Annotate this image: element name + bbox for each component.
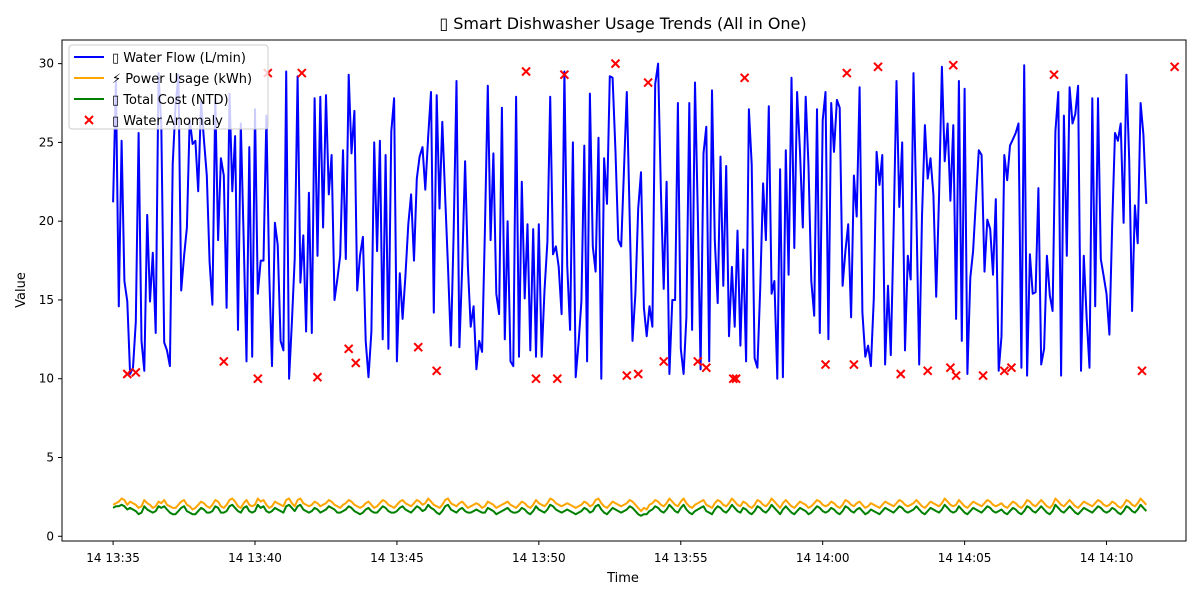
anomaly-marker (978, 370, 988, 381)
x-tick-label: 14 13:40 (228, 551, 282, 565)
anomaly-marker (312, 372, 323, 382)
anomaly-marker (1169, 62, 1180, 72)
x-axis: 14 13:35 14 13:40 14 13:45 14 13:50 14 13:55… (86, 541, 1133, 565)
anomaly-marker (219, 356, 229, 367)
x-axis-label: Time (606, 571, 639, 586)
legend: ▯ Water Flow (L/min) ⚡ Power Usage (kWh) ▯… (68, 44, 269, 130)
x-tick-label: 14 13:55 (654, 551, 708, 565)
legend-label: ⚡ Power Usage (kWh) (112, 72, 252, 87)
series-line-power (112, 497, 1148, 513)
y-tick-label: 25 (39, 135, 54, 149)
y-tick-label: 15 (39, 293, 54, 307)
y-axis: 0 5 10 15 20 25 30 (39, 57, 62, 543)
anomaly-marker (253, 374, 263, 384)
anomaly-marker (431, 366, 442, 376)
series-line-cost (112, 503, 1148, 517)
anomaly-marker (610, 58, 621, 69)
legend-label: ▯ Water Anomaly (112, 114, 223, 129)
anomaly-marker (951, 370, 961, 381)
anomaly-marker (896, 369, 906, 379)
series-line-water-flow (112, 62, 1148, 380)
anomaly-marker (643, 77, 653, 88)
anomaly-marker (1006, 362, 1017, 373)
anomaly-marker (728, 374, 738, 384)
y-tick-label: 20 (39, 214, 54, 228)
anomaly-marker (739, 73, 750, 83)
legend-marker-swatch (84, 115, 94, 125)
anomaly-marker (297, 68, 307, 78)
anomaly-marker (842, 68, 852, 78)
anomaly-marker (701, 362, 712, 373)
anomaly-marker (948, 60, 958, 70)
legend-box (68, 44, 269, 130)
legend-label: ▯ Total Cost (NTD) (112, 93, 229, 108)
anomaly-marker (531, 374, 541, 384)
anomaly-marker (873, 62, 883, 72)
anomaly-marker (552, 374, 563, 384)
anomaly-marker (1049, 69, 1059, 80)
anomaly-marker (131, 367, 141, 378)
anomaly-marker (820, 359, 831, 370)
y-tick-label: 5 (46, 451, 54, 465)
anomaly-marker (999, 366, 1010, 376)
anomaly-marker (521, 66, 531, 77)
plot-area (61, 39, 1187, 542)
anomaly-marker (622, 370, 632, 381)
legend-label: ▯ Water Flow (L/min) (112, 51, 246, 66)
x-tick-label: 14 13:50 (512, 551, 566, 565)
y-tick-label: 0 (46, 529, 54, 543)
x-tick-label: 14 13:35 (86, 551, 140, 565)
y-tick-label: 30 (39, 57, 54, 71)
anomaly-marker (122, 369, 132, 379)
anomaly-marker (343, 344, 354, 354)
anomaly-marker (922, 366, 933, 376)
x-tick-label: 14 13:45 (370, 551, 424, 565)
anomaly-marker (413, 342, 423, 352)
anomaly-marker (351, 358, 361, 368)
anomaly-marker (693, 356, 703, 367)
x-tick-label: 14 14:00 (796, 551, 850, 565)
x-tick-label: 14 14:10 (1080, 551, 1134, 565)
y-axis-label: Value (14, 272, 29, 308)
x-tick-label: 14 14:05 (938, 551, 992, 565)
anomaly-marker (633, 369, 643, 379)
chart-title: ▯ Smart Dishwasher Usage Trends (All in … (439, 14, 806, 33)
anomaly-marker (849, 359, 859, 370)
plot-frame (61, 39, 1187, 542)
anomaly-marker (731, 374, 741, 384)
anomaly-marker (559, 69, 570, 80)
y-tick-label: 10 (39, 372, 54, 386)
anomaly-marker (1137, 366, 1147, 376)
anomaly-marker (945, 362, 956, 373)
anomaly-marker (659, 356, 669, 367)
